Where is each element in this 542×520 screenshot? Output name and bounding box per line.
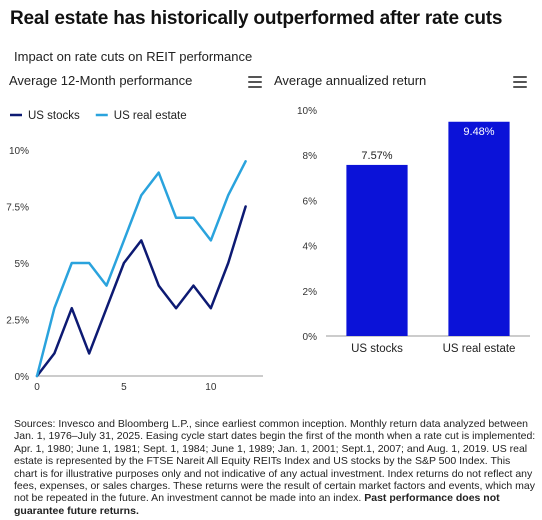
- bar-y-tick-label: 0%: [303, 332, 318, 343]
- line-x-axis: 0 5 10: [34, 382, 217, 393]
- bar-y-tick-label: 8%: [303, 151, 318, 162]
- line-y-tick-label: 10%: [9, 146, 29, 157]
- bar-y-axis: 0% 2% 4% 6% 8% 10%: [297, 106, 317, 343]
- line-chart: US stocks US real estate 0%2.5%5%7.5%10% …: [6, 110, 263, 393]
- line-legend: US stocks US real estate: [10, 110, 187, 122]
- bar-y-tick-label: 6%: [303, 196, 318, 207]
- page-subtitle: Impact on rate cuts on REIT performance: [14, 49, 253, 64]
- bar-0[interactable]: [346, 164, 408, 336]
- line-y-axis: 0% 2.5% 5% 7.5% 10%: [6, 146, 29, 383]
- line-y-tick-label: 5%: [15, 259, 30, 270]
- line-y-tick-label: 0%: [15, 372, 30, 383]
- line-x-tick-label: 10: [205, 382, 217, 393]
- line-chart-title: Average 12-Month performance: [9, 73, 193, 88]
- series-line-1[interactable]: [35, 160, 247, 378]
- bar-data-label: 7.57%: [361, 150, 392, 162]
- footnote: Sources: Invesco and Bloomberg L.P., sin…: [14, 418, 536, 517]
- line-x-tick-label: 5: [121, 382, 127, 393]
- page-title: Real estate has historically outperforme…: [10, 8, 503, 29]
- legend-label-0[interactable]: US stocks: [28, 110, 80, 122]
- bar-y-tick-label: 4%: [303, 242, 318, 253]
- legend-label-1[interactable]: US real estate: [114, 110, 187, 122]
- bar-chart: 0% 2% 4% 6% 8% 10% 7.57% US stocks 9.48% US real…: [297, 106, 530, 355]
- line-y-tick-label: 2.5%: [6, 316, 29, 327]
- footnote-text: Sources: Invesco and Bloomberg L.P., sin…: [14, 418, 536, 505]
- line-x-tick-label: 0: [34, 382, 40, 393]
- bar-series-group: 7.57% US stocks 9.48% US real estate: [346, 121, 516, 355]
- bar-category-label: US stocks: [351, 343, 403, 355]
- footnote-disclaimer: Past performance does not guarantee futu…: [14, 492, 500, 517]
- bar-y-tick-label: 2%: [303, 287, 318, 298]
- hamburger-menu-icon[interactable]: [513, 76, 527, 88]
- bar-category-label: US real estate: [443, 343, 516, 355]
- bar-data-label: 9.48%: [463, 126, 494, 138]
- charts-canvas: US stocks US real estate 0%2.5%5%7.5%10% …: [6, 106, 530, 393]
- bar-chart-title: Average annualized return: [274, 73, 427, 88]
- line-y-tick-label: 7.5%: [6, 203, 29, 214]
- hamburger-menu-icon[interactable]: [248, 76, 262, 88]
- line-series-group: [35, 160, 247, 378]
- series-line-0[interactable]: [35, 205, 247, 378]
- bar-y-tick-label: 10%: [297, 106, 317, 117]
- bar-1[interactable]: [448, 121, 510, 336]
